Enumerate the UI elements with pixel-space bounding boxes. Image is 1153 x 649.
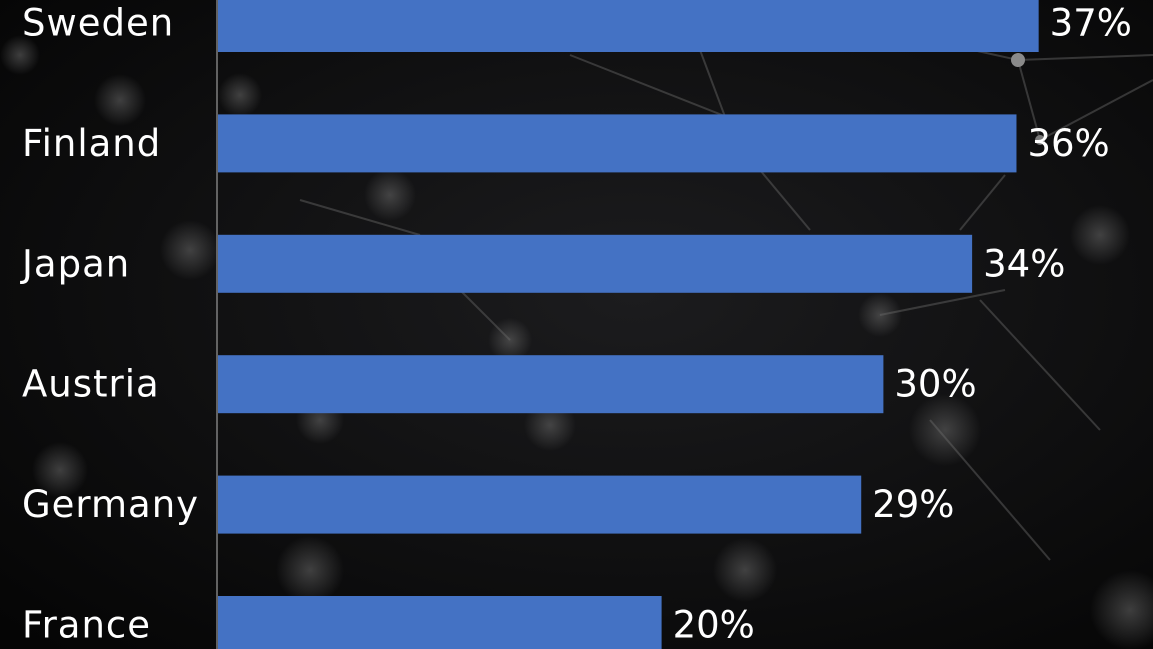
value-label-japan: 34%: [983, 242, 1065, 285]
bar-austria: [218, 355, 884, 414]
bars-group: [218, 0, 1039, 649]
category-labels: Sweden Finland Japan Austria Germany France: [20, 2, 199, 647]
value-label-austria: 30%: [894, 363, 976, 406]
category-label-germany: Germany: [22, 483, 199, 526]
bar-sweden: [218, 0, 1039, 52]
category-label-sweden: Sweden: [22, 2, 174, 45]
bar-finland: [218, 114, 1017, 173]
value-label-finland: 36%: [1027, 122, 1109, 165]
value-labels: 37% 36% 34% 30% 29% 20%: [673, 2, 1132, 647]
bar-japan: [218, 234, 973, 293]
category-label-austria: Austria: [22, 363, 160, 406]
bar-france: [218, 596, 662, 649]
category-label-finland: Finland: [22, 122, 161, 165]
value-label-sweden: 37%: [1050, 2, 1132, 45]
value-label-germany: 29%: [872, 483, 954, 526]
value-label-france: 20%: [673, 604, 755, 647]
category-label-france: France: [22, 604, 151, 647]
bar-germany: [218, 475, 862, 534]
category-label-japan: Japan: [20, 242, 130, 285]
